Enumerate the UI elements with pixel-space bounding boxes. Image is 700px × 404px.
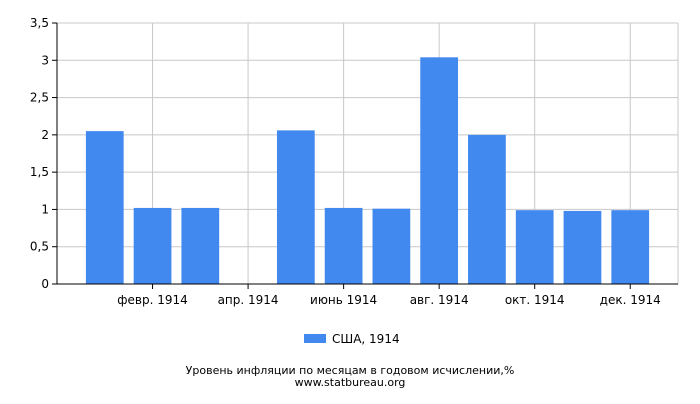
y-tick-label: 1,5 [30,165,49,179]
bars-layer [85,57,650,284]
y-tick-label: 0 [41,277,49,291]
x-tick-label: апр. 1914 [218,293,279,307]
bar [372,208,411,284]
bar [515,210,554,284]
chart-title: Уровень инфляции по месяцам в годовом ис… [185,364,515,377]
x-tick-label: июнь 1914 [310,293,377,307]
bar [181,207,220,284]
bar [324,207,363,284]
legend-swatch [304,334,326,343]
y-tick-label: 3,5 [30,16,49,30]
legend-label: США, 1914 [332,332,400,346]
axis-layer: 0 0,5 1 1,5 2 2,5 3 3,5 февр. 1914 апр. 1914 июнь … [30,16,678,307]
y-tick-label: 1 [41,202,49,216]
x-tick-label: окт. 1914 [505,293,565,307]
bar [563,210,602,284]
y-tick-label: 0,5 [30,240,49,254]
bar [420,57,459,284]
x-tick-label: авг. 1914 [410,293,469,307]
bar [468,134,506,284]
source-link[interactable]: www.statbureau.org [294,376,406,389]
y-tick-label: 2 [41,128,49,142]
bar [133,207,172,284]
legend: США, 1914 [304,332,400,346]
y-tick-label: 3 [41,53,49,67]
x-tick-label: дек. 1914 [600,293,661,307]
bar [276,130,315,284]
x-tick-label: февр. 1914 [117,293,188,307]
bar [611,210,650,284]
y-tick-label: 2,5 [30,91,49,105]
bar [85,131,124,284]
